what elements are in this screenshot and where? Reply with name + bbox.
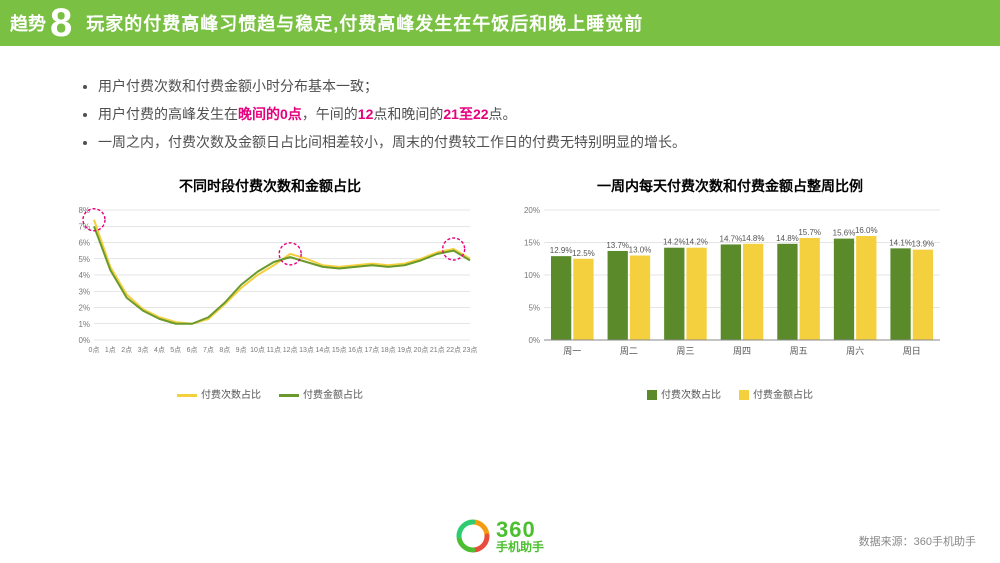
- bar-chart-title: 一周内每天付费次数和付费金额占整周比例: [510, 176, 950, 196]
- svg-text:15.6%: 15.6%: [833, 229, 856, 238]
- svg-text:周二: 周二: [620, 346, 638, 356]
- svg-text:12点: 12点: [283, 346, 298, 354]
- trend-number: 8: [50, 3, 72, 43]
- svg-text:17点: 17点: [365, 346, 380, 354]
- trend-label: 趋势: [10, 10, 46, 36]
- svg-text:2%: 2%: [78, 304, 90, 313]
- svg-text:16点: 16点: [348, 346, 363, 354]
- bullet-text: 点。: [489, 106, 517, 122]
- footer: 360 手机助手: [0, 519, 1000, 553]
- svg-text:周四: 周四: [733, 346, 751, 356]
- svg-text:0%: 0%: [78, 336, 90, 345]
- legend-label: 付费次数占比: [201, 390, 261, 401]
- svg-text:14.7%: 14.7%: [720, 234, 743, 243]
- charts-row: 不同时段付费次数和金额占比 0%1%2%3%4%5%6%7%8%0点1点2点3点…: [0, 168, 1000, 401]
- line-chart-title: 不同时段付费次数和金额占比: [60, 176, 480, 196]
- highlight-text: 晚间的0点: [238, 106, 302, 122]
- svg-text:14.8%: 14.8%: [776, 234, 799, 243]
- svg-text:14.8%: 14.8%: [742, 234, 765, 243]
- svg-text:4点: 4点: [154, 346, 165, 354]
- svg-text:12.5%: 12.5%: [572, 249, 595, 258]
- svg-text:周五: 周五: [790, 346, 808, 356]
- logo: 360 手机助手: [456, 519, 544, 553]
- bar-legend: 付费次数占比 付费金额占比: [510, 386, 950, 401]
- svg-text:1点: 1点: [105, 346, 116, 354]
- svg-text:3点: 3点: [138, 346, 149, 354]
- svg-text:7点: 7点: [203, 346, 214, 354]
- logo-icon: [456, 519, 490, 553]
- legend-label: 付费金额占比: [753, 390, 813, 401]
- svg-text:10%: 10%: [524, 271, 540, 280]
- svg-text:6点: 6点: [187, 346, 198, 354]
- svg-text:周六: 周六: [846, 345, 864, 356]
- svg-text:18点: 18点: [381, 346, 396, 354]
- svg-text:12.9%: 12.9%: [550, 246, 573, 255]
- svg-text:1%: 1%: [78, 320, 90, 329]
- svg-text:13.7%: 13.7%: [606, 241, 629, 250]
- bullet-text: 用户付费的高峰发生在: [98, 106, 238, 122]
- svg-text:9点: 9点: [236, 346, 247, 354]
- bullet-text: ，午间的: [302, 106, 358, 122]
- legend-item: 付费金额占比: [739, 386, 813, 401]
- header-bar: 趋势 8 玩家的付费高峰习惯趋与稳定,付费高峰发生在午饭后和晚上睡觉前: [0, 0, 1000, 46]
- svg-text:14点: 14点: [315, 346, 330, 354]
- svg-text:13点: 13点: [299, 346, 314, 354]
- bullet-text: 用户付费次数和付费金额小时分布基本一致；: [98, 78, 378, 94]
- legend-item: 付费金额占比: [279, 386, 363, 401]
- svg-text:14.1%: 14.1%: [889, 238, 912, 247]
- highlight-text: 21至22: [443, 106, 488, 122]
- svg-text:16.0%: 16.0%: [855, 226, 878, 235]
- bar-chart-box: 一周内每天付费次数和付费金额占整周比例 0% 5% 10% 15% 20% 12.9%12…: [510, 176, 950, 401]
- data-source: 数据来源：360手机助手: [859, 533, 976, 549]
- bullet-item: 一周之内，付费次数及金额日占比间相差较小，周末的付费较工作日的付费无特别明显的增…: [98, 128, 940, 156]
- svg-text:13.0%: 13.0%: [629, 246, 652, 255]
- line-chart-svg: 0%1%2%3%4%5%6%7%8%0点1点2点3点4点5点6点7点8点9点10…: [60, 202, 480, 377]
- svg-text:3%: 3%: [78, 287, 90, 296]
- logo-sub: 手机助手: [496, 541, 544, 553]
- legend-item: 付费次数占比: [177, 386, 261, 401]
- bullet-text: 一周之内，付费次数及金额日占比间相差较小，周末的付费较工作日的付费无特别明显的增…: [98, 134, 686, 150]
- svg-text:14.2%: 14.2%: [685, 238, 708, 247]
- slide-title: 玩家的付费高峰习惯趋与稳定,付费高峰发生在午饭后和晚上睡觉前: [86, 10, 643, 36]
- legend-label: 付费金额占比: [303, 390, 363, 401]
- svg-text:15点: 15点: [332, 346, 347, 354]
- bullet-item: 用户付费的高峰发生在晚间的0点，午间的12点和晚间的21至22点。: [98, 100, 940, 128]
- svg-text:21点: 21点: [430, 346, 445, 354]
- svg-text:14.2%: 14.2%: [663, 238, 686, 247]
- svg-text:22点: 22点: [446, 346, 461, 354]
- svg-text:4%: 4%: [78, 271, 90, 280]
- svg-text:10点: 10点: [250, 346, 265, 354]
- logo-text: 360 手机助手: [496, 519, 544, 553]
- svg-text:6%: 6%: [78, 239, 90, 248]
- svg-text:23点: 23点: [463, 346, 478, 354]
- svg-text:19点: 19点: [397, 346, 412, 354]
- line-chart-box: 不同时段付费次数和金额占比 0%1%2%3%4%5%6%7%8%0点1点2点3点…: [60, 176, 480, 401]
- svg-text:0点: 0点: [89, 346, 100, 354]
- bar-chart-svg: 0% 5% 10% 15% 20% 12.9%12.5% 周一 13.7%13.0% 周二 14.…: [510, 202, 950, 377]
- highlight-text: 12: [358, 106, 374, 122]
- svg-text:5点: 5点: [170, 346, 181, 354]
- bullet-item: 用户付费次数和付费金额小时分布基本一致；: [98, 72, 940, 100]
- svg-text:5%: 5%: [528, 304, 540, 313]
- logo-main: 360: [496, 519, 544, 541]
- svg-text:8点: 8点: [219, 346, 230, 354]
- svg-text:周一: 周一: [563, 346, 581, 356]
- svg-text:11点: 11点: [267, 346, 281, 354]
- svg-text:5%: 5%: [78, 255, 90, 264]
- bullet-text: 点和晚间的: [373, 106, 443, 122]
- bullet-list: 用户付费次数和付费金额小时分布基本一致； 用户付费的高峰发生在晚间的0点，午间的…: [0, 46, 1000, 168]
- svg-text:13.9%: 13.9%: [912, 240, 935, 249]
- svg-text:2点: 2点: [121, 346, 132, 354]
- svg-text:15.7%: 15.7%: [798, 228, 821, 237]
- legend-label: 付费次数占比: [661, 390, 721, 401]
- svg-text:15%: 15%: [524, 239, 540, 248]
- svg-text:20点: 20点: [414, 346, 429, 354]
- svg-text:周三: 周三: [676, 346, 694, 356]
- svg-text:周日: 周日: [903, 346, 921, 356]
- svg-text:0%: 0%: [528, 336, 540, 345]
- line-legend: 付费次数占比 付费金额占比: [60, 386, 480, 401]
- legend-item: 付费次数占比: [647, 386, 721, 401]
- svg-text:20%: 20%: [524, 206, 540, 215]
